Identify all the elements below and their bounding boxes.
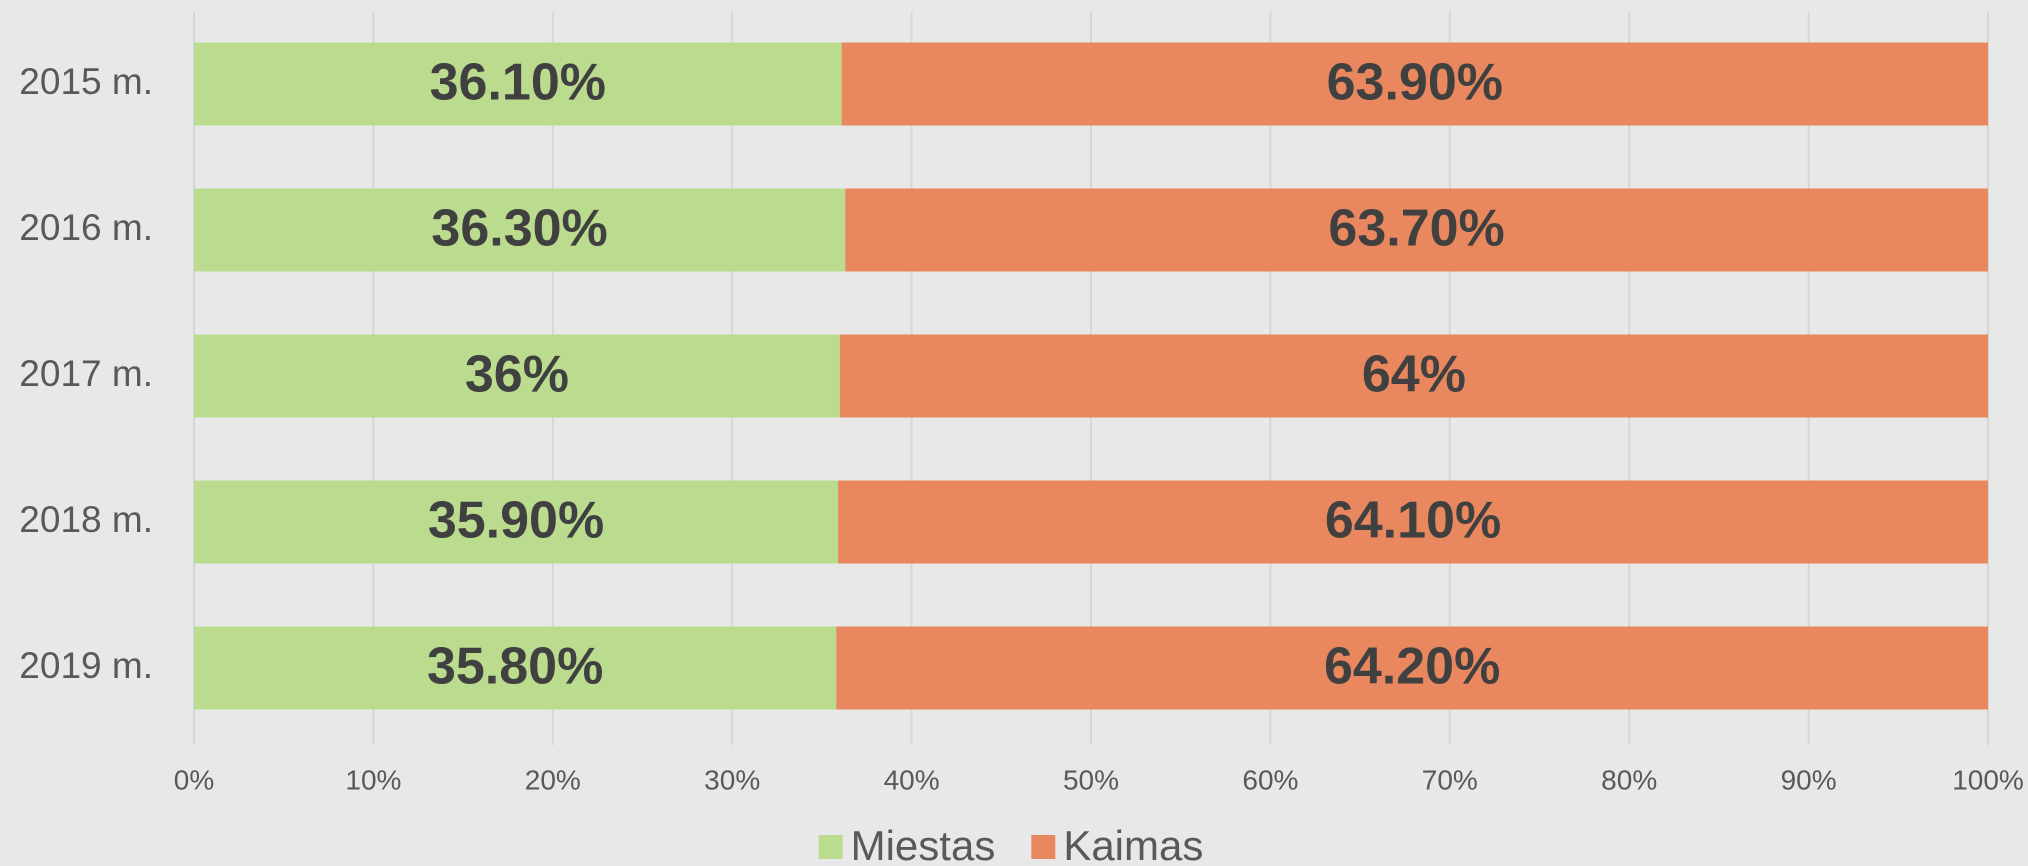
bar-segment <box>839 334 1988 418</box>
data-label: 63.70% <box>1328 200 1504 258</box>
bar-segment <box>838 480 1988 564</box>
x-tick-label: 40% <box>884 764 940 795</box>
bar-segment <box>836 626 1989 710</box>
data-label: 36% <box>465 346 569 404</box>
y-tick-label: 2017 m. <box>19 353 153 394</box>
data-label: 36.30% <box>431 200 607 258</box>
y-tick-label: 2018 m. <box>19 499 153 540</box>
bar-segment <box>194 42 842 126</box>
x-tick-label: 10% <box>345 764 401 795</box>
legend-label: Kaimas <box>1063 822 1203 866</box>
data-label: 64% <box>1362 346 1466 404</box>
x-tick-label: 60% <box>1242 764 1298 795</box>
bar-segment <box>194 626 837 710</box>
x-tick-label: 90% <box>1781 764 1837 795</box>
data-label: 35.90% <box>428 492 604 550</box>
data-label: 63.90% <box>1327 54 1503 112</box>
bar-segment <box>841 42 1988 126</box>
bar-segment <box>845 188 1989 272</box>
legend-swatch <box>818 835 843 859</box>
y-tick-label: 2016 m. <box>19 207 153 248</box>
data-label: 35.80% <box>427 638 603 696</box>
y-tick-label: 2019 m. <box>19 645 153 686</box>
x-tick-label: 30% <box>704 764 760 795</box>
x-tick-label: 50% <box>1063 764 1119 795</box>
legend-swatch <box>1031 835 1056 859</box>
bar-segment <box>194 480 839 564</box>
data-label: 64.10% <box>1325 492 1501 550</box>
y-tick-label: 2015 m. <box>19 61 153 102</box>
data-label: 36.10% <box>430 54 606 112</box>
x-tick-label: 80% <box>1601 764 1657 795</box>
x-tick-label: 0% <box>174 764 214 795</box>
bar-segment <box>194 334 840 418</box>
data-label: 64.20% <box>1324 638 1500 696</box>
legend-label: Miestas <box>851 822 996 866</box>
bar-segment <box>194 188 846 272</box>
x-tick-label: 20% <box>525 764 581 795</box>
x-tick-label: 100% <box>1952 764 2024 795</box>
x-tick-label: 70% <box>1422 764 1478 795</box>
